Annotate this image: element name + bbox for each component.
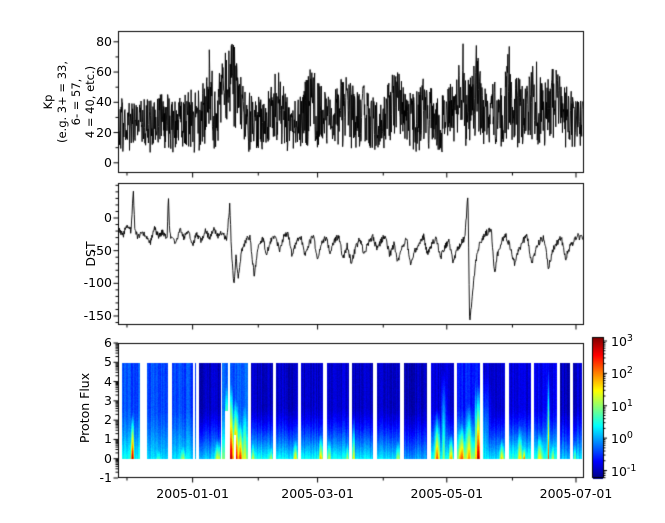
flux-ytick-label: 4 (104, 373, 112, 389)
flux-ytick-label: 2 (104, 412, 112, 428)
dst-ytick-label: -100 (83, 275, 112, 291)
dst-ytick-label: 0 (104, 210, 112, 225)
flux-ytick-label: 0 (104, 450, 112, 466)
flux-ytick-label: -1 (99, 470, 112, 485)
flux-ytick-label: 1 (104, 431, 112, 447)
x-tick-label: 2005-01-01 (156, 486, 229, 501)
kp-ytick-label: 20 (96, 124, 112, 140)
x-tick-label: 2005-07-01 (539, 486, 613, 501)
flux-ytick-label: 3 (104, 392, 112, 408)
dst-ytick-label: -150 (83, 307, 112, 323)
colorbar-tick-label: 103 (611, 333, 633, 350)
flux-ytick-label: 5 (104, 354, 112, 370)
kp-ytick-label: 80 (96, 33, 112, 49)
flux-ytick-label: 6 (104, 334, 112, 350)
x-tick-label: 2005-03-01 (281, 486, 354, 501)
colorbar-tick-label: 10-1 (611, 462, 637, 479)
kp-ytick-label: 60 (96, 64, 112, 80)
dst-ytick-label: -50 (91, 242, 112, 258)
colorbar-tick-label: 100 (611, 430, 633, 447)
x-tick-label: 2005-05-01 (410, 486, 484, 501)
kp-ytick-label: 0 (104, 154, 112, 170)
kp-ytick-label: 40 (96, 94, 112, 110)
colorbar-tick-label: 101 (611, 397, 633, 414)
colorbar-tick-label: 102 (611, 365, 633, 382)
